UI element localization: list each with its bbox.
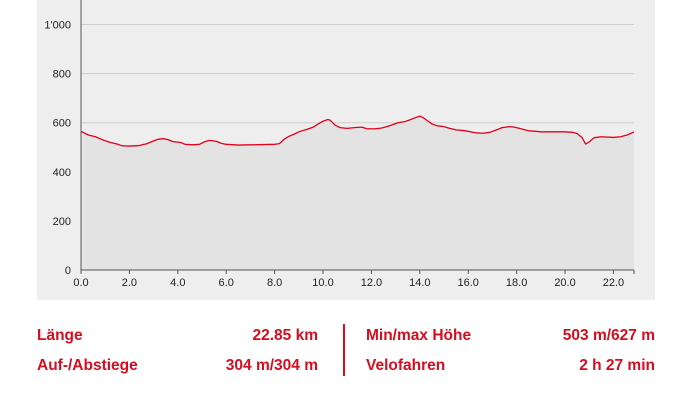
length-value: 22.85 km [252,327,319,344]
duration-label: Velofahren [366,357,446,374]
x-tick-label: 18.0 [506,277,527,289]
ascent-label: Auf-/Abstiege [37,357,138,374]
x-tick-label: 2.0 [122,277,137,289]
length-label: Länge [37,327,83,344]
minmax-value: 503 m/627 m [562,327,655,344]
x-tick-label: 10.0 [312,277,333,289]
route-stats: Länge 22.85 km Auf-/Abstiege 304 m/304 m… [37,318,655,388]
ascent-value: 304 m/304 m [225,357,318,374]
x-tick-label: 4.0 [170,277,185,289]
x-tick-label: 16.0 [458,277,479,289]
elevation-area-fill [81,116,634,270]
elevation-line [80,115,635,147]
y-tick-label: 1'000 [44,20,71,32]
y-tick-label: 800 [53,69,71,81]
elevation-profile-svg: 0 200 400 600 800 1'000 0.0 2.0 4.0 6.0 8.0 10.0 12.… [44,0,635,289]
x-tick-label: 0.0 [73,277,88,289]
y-tick-label: 200 [53,216,71,228]
stats-divider [343,324,345,376]
x-tick-label: 14.0 [409,277,430,289]
x-tick-label: 6.0 [219,277,234,289]
x-tick-label: 20.0 [554,277,575,289]
elevation-chart: 0 200 400 600 800 1'000 0.0 2.0 4.0 6.0 8.0 10.0 12.… [37,0,655,300]
y-tick-label: 0 [65,265,71,277]
x-tick-label: 8.0 [267,277,282,289]
y-tick-label: 600 [53,118,71,130]
x-tick-label: 22.0 [603,277,624,289]
minmax-label: Min/max Höhe [366,327,472,344]
x-tick-label: 12.0 [361,277,382,289]
duration-value: 2 h 27 min [579,357,655,374]
y-tick-label: 400 [53,167,71,179]
